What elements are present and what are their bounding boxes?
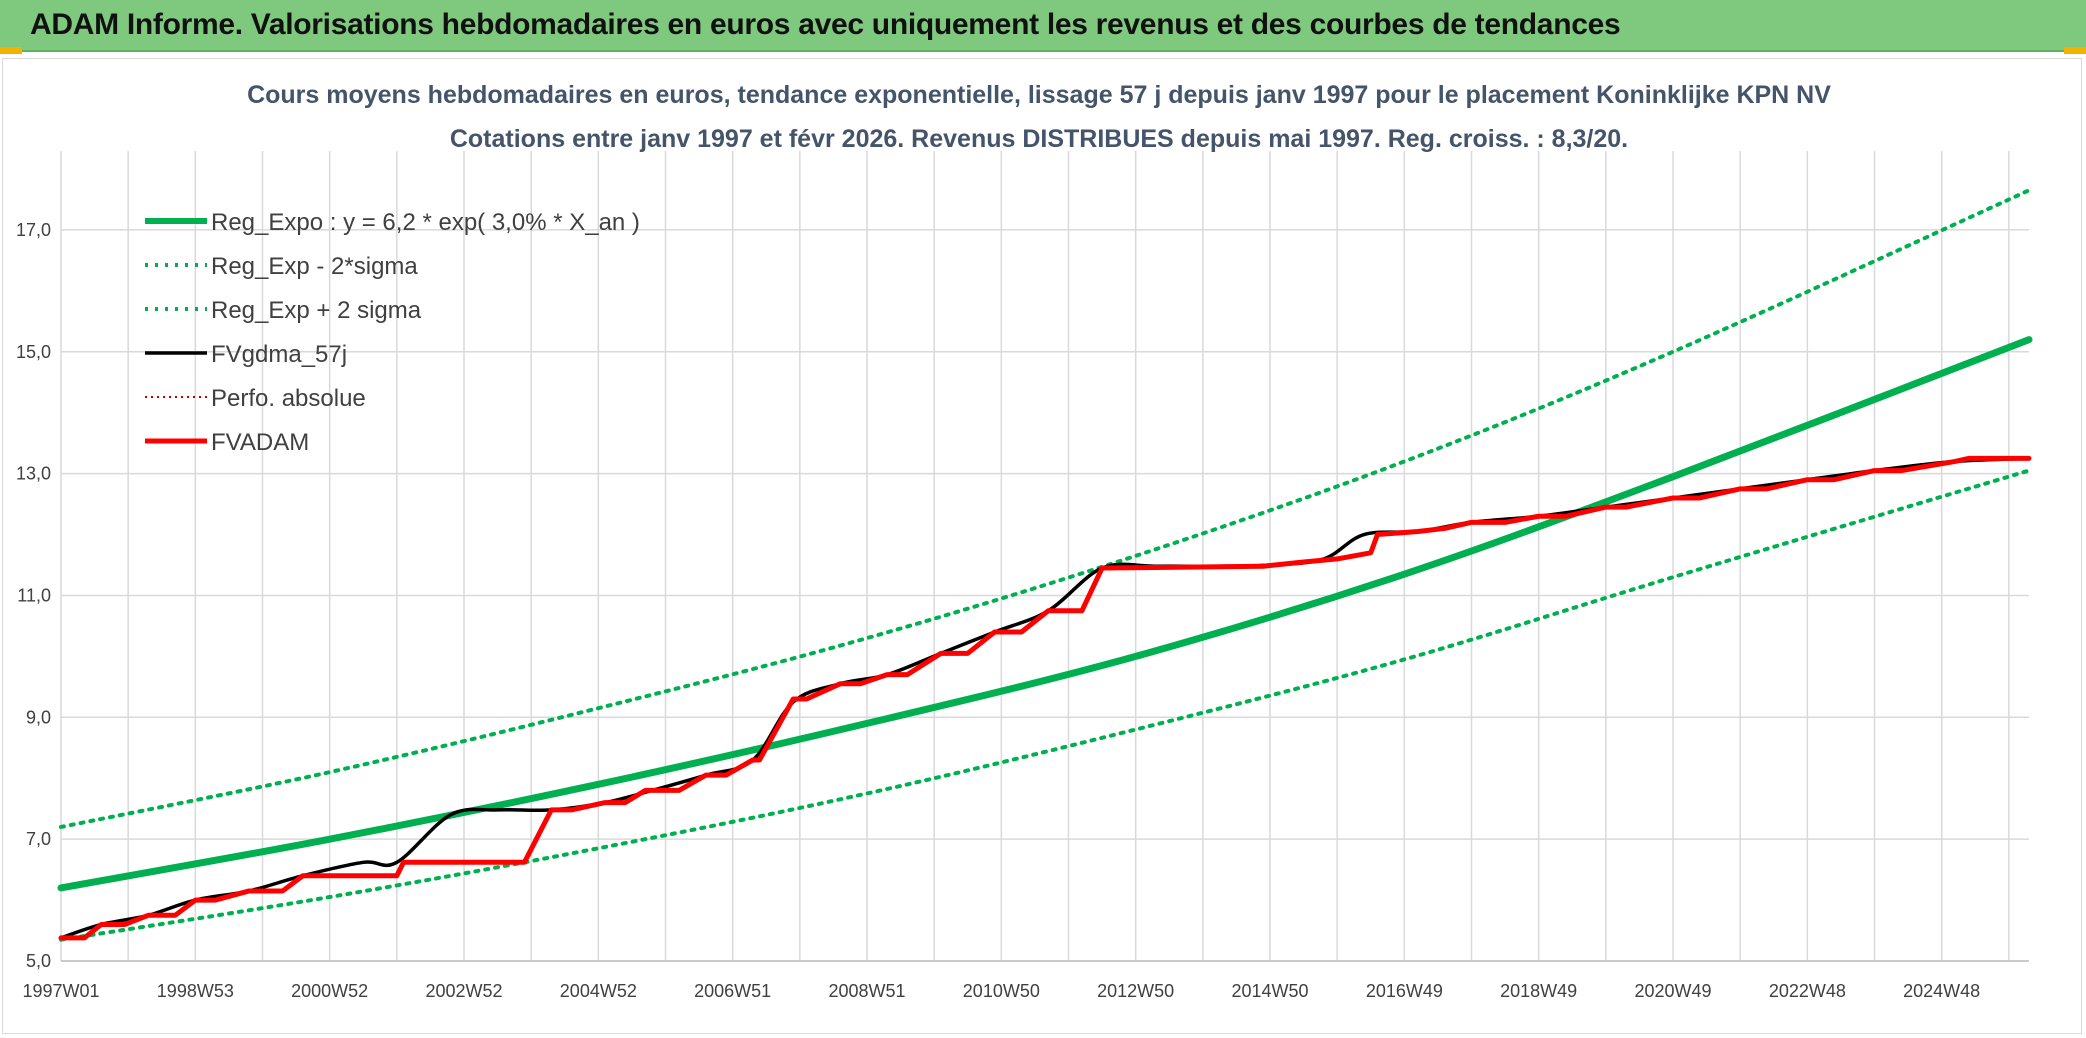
report-title: ADAM Informe. Valorisations hebdomadaire… — [30, 8, 1621, 41]
chart-title-line-1: Cours moyens hebdomadaires en euros, ten… — [247, 81, 1831, 109]
legend-label: Reg_Exp + 2 sigma — [211, 297, 422, 324]
series-line — [58, 455, 2032, 941]
chart-title-line-2: Cotations entre janv 1997 et févr 2026. … — [450, 125, 1628, 153]
x-tick-label: 2000W52 — [291, 981, 368, 1001]
x-tick-label: 2014W50 — [1231, 981, 1308, 1001]
series-line — [59, 188, 2031, 829]
y-tick-label: 15,0 — [16, 342, 51, 362]
y-tick-label: 9,0 — [26, 707, 51, 727]
x-tick-label: 2004W52 — [560, 981, 637, 1001]
legend-label: Reg_Exp - 2*sigma — [211, 253, 418, 280]
x-tick-label: 2006W51 — [694, 981, 771, 1001]
y-tick-label: 11,0 — [17, 585, 51, 605]
x-tick-label: 2016W49 — [1366, 981, 1443, 1001]
y-tick-label: 7,0 — [26, 829, 51, 849]
series-lines — [57, 188, 2033, 942]
grid-lines — [60, 151, 2029, 962]
series-line — [59, 456, 2031, 940]
y-tick-label: 17,0 — [16, 220, 51, 240]
legend: Reg_Expo : y = 6,2 * exp( 3,0% * X_an ) R… — [145, 209, 640, 456]
banner-accent-right — [2064, 47, 2086, 54]
y-tick-label: 13,0 — [16, 464, 51, 484]
x-tick-label: 2010W50 — [963, 981, 1040, 1001]
chart-area: Cours moyens hebdomadaires en euros, ten… — [2, 58, 2082, 1034]
legend-label: Reg_Expo : y = 6,2 * exp( 3,0% * X_an ) — [211, 209, 640, 236]
valuation-chart: Cours moyens hebdomadaires en euros, ten… — [16, 81, 2033, 1001]
x-tick-label: 1997W01 — [22, 981, 99, 1001]
x-tick-label: 2018W49 — [1500, 981, 1577, 1001]
series-line — [57, 336, 2033, 892]
x-tick-label: 2020W49 — [1634, 981, 1711, 1001]
x-tick-label: 2012W50 — [1097, 981, 1174, 1001]
x-tick-label: 2024W48 — [1903, 981, 1980, 1001]
x-tick-label: 1998W53 — [157, 981, 234, 1001]
y-tick-label: 5,0 — [26, 951, 51, 971]
legend-label: Perfo. absolue — [211, 385, 366, 412]
x-tick-label: 2002W52 — [425, 981, 502, 1001]
x-tick-label: 2008W51 — [828, 981, 905, 1001]
legend-label: FVADAM — [211, 429, 309, 456]
x-tick-label: 2022W48 — [1769, 981, 1846, 1001]
report-banner: ADAM Informe. Valorisations hebdomadaire… — [0, 0, 2086, 54]
banner-accent-left — [0, 47, 22, 54]
legend-label: FVgdma_57j — [211, 341, 347, 368]
series-line — [59, 468, 2031, 942]
axes: 5,0 7,0 9,0 11,0 13,0 15,0 17,0 1997W01 1998W53 2… — [16, 220, 2029, 1001]
